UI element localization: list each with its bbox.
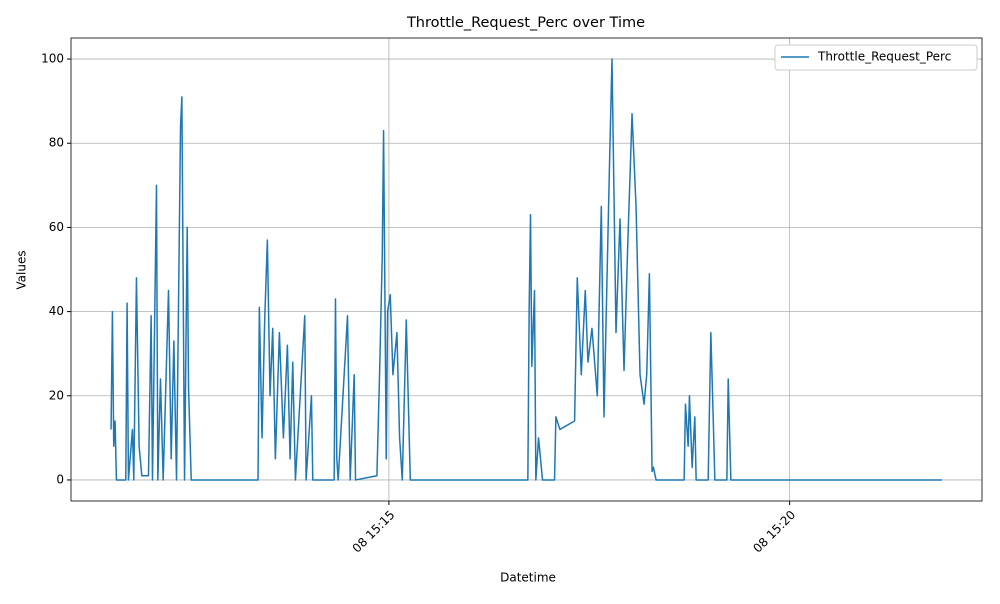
legend-label: Throttle_Request_Perc xyxy=(817,50,951,64)
y-tick-label: 80 xyxy=(49,136,64,150)
data-line xyxy=(110,58,942,481)
y-axis-label: Values xyxy=(15,250,29,289)
legend-box xyxy=(774,44,978,71)
y-tick-label: 20 xyxy=(49,388,64,402)
y-tick-label: 60 xyxy=(49,220,64,234)
plot-frame xyxy=(70,37,983,502)
y-tick-label: 40 xyxy=(49,304,64,318)
chart-title: Throttle_Request_Perc over Time xyxy=(406,15,645,31)
y-tick-label: 0 xyxy=(56,472,64,486)
y-tick-label: 100 xyxy=(41,52,64,66)
x-axis-label: Datetime xyxy=(500,571,556,585)
